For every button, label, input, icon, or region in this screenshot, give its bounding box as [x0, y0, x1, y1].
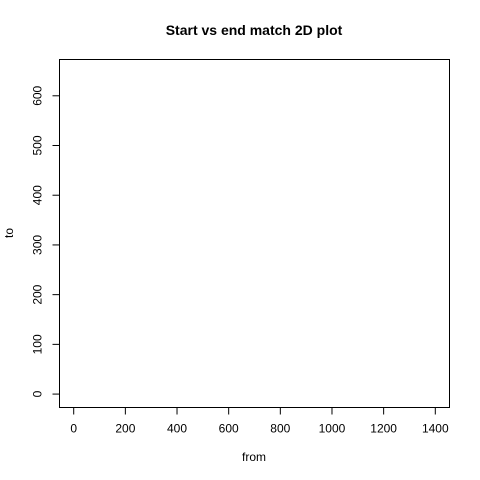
y-tick-label: 600: [31, 85, 45, 105]
y-tick-label: 0: [31, 390, 45, 397]
x-tick-label: 800: [270, 422, 290, 436]
x-axis: 0 200 400 600 800 1000 1200 1400: [70, 407, 449, 436]
x-tick-label: 200: [115, 422, 135, 436]
x-axis-label: from: [242, 450, 266, 464]
y-axis: 0 100 200 300 400 500 600: [31, 85, 60, 397]
y-tick-label: 100: [31, 334, 45, 354]
y-axis-label: to: [2, 228, 16, 238]
x-tick-label: 0: [70, 422, 77, 436]
y-tick-label: 300: [31, 235, 45, 255]
y-tick-label: 200: [31, 284, 45, 304]
plot-frame: [59, 59, 450, 408]
x-tick-label: 1400: [422, 422, 449, 436]
y-tick-label: 500: [31, 135, 45, 155]
x-tick-label: 1000: [319, 422, 346, 436]
x-tick-label: 400: [167, 422, 187, 436]
chart-title: Start vs end match 2D plot: [166, 22, 343, 38]
x-tick-label: 600: [219, 422, 239, 436]
y-tick-label: 400: [31, 185, 45, 205]
x-tick-label: 1200: [370, 422, 397, 436]
